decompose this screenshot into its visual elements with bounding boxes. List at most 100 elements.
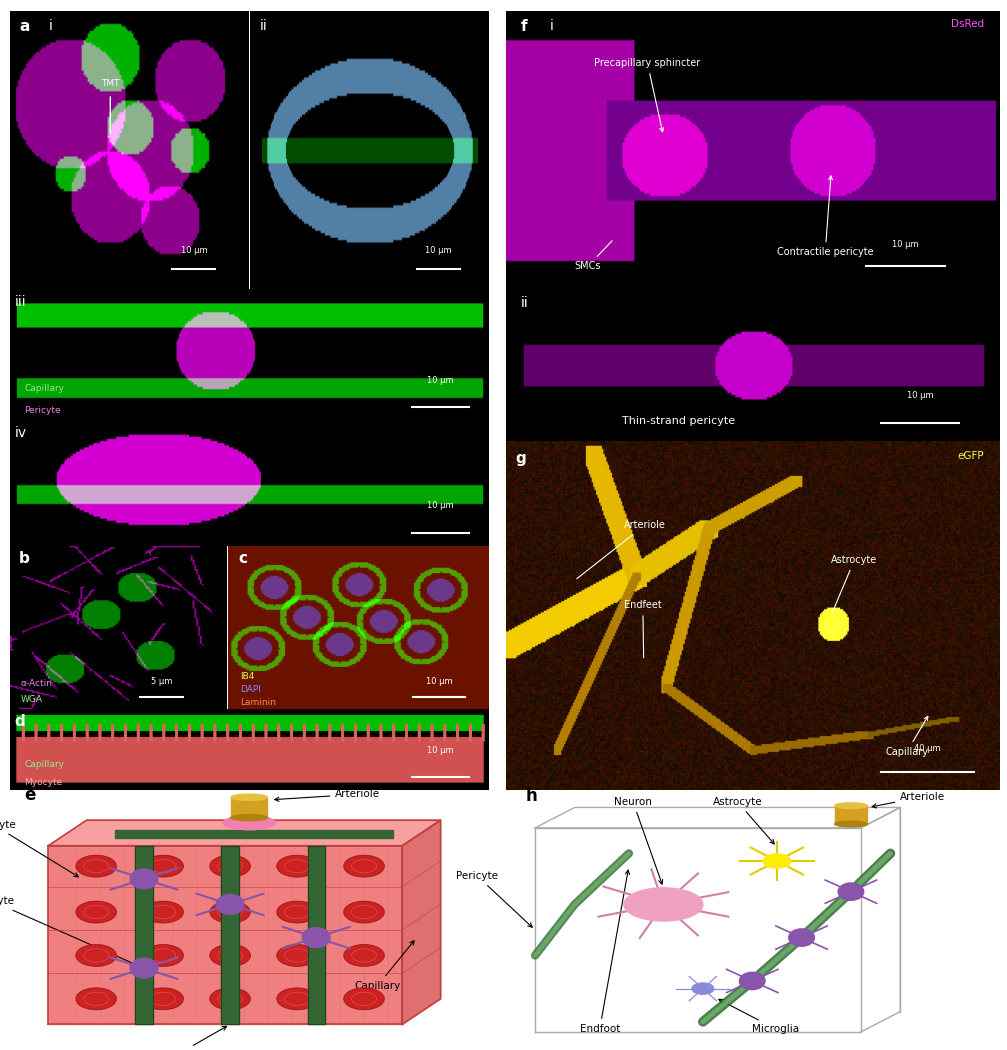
Text: 40 μm: 40 μm (914, 744, 941, 753)
Text: Myocyte: Myocyte (0, 820, 79, 877)
Text: g: g (516, 452, 526, 466)
Ellipse shape (231, 794, 268, 800)
Text: Precapillary sphincter: Precapillary sphincter (594, 58, 701, 132)
Circle shape (277, 901, 317, 923)
Polygon shape (402, 820, 441, 1025)
Circle shape (77, 901, 116, 923)
Text: eGFP: eGFP (958, 452, 984, 461)
Ellipse shape (130, 959, 158, 979)
Text: Contractile pericyte: Contractile pericyte (777, 176, 873, 257)
Bar (307, 845, 325, 1025)
Text: Neuron: Neuron (614, 797, 663, 884)
Text: Laminin: Laminin (241, 698, 277, 708)
Text: 10 μm: 10 μm (427, 376, 454, 385)
Text: Pericyte: Pericyte (0, 897, 140, 967)
Text: Pericyte: Pericyte (24, 406, 61, 416)
Ellipse shape (223, 816, 276, 830)
Circle shape (763, 854, 790, 868)
Text: b: b (19, 551, 29, 566)
Text: e: e (24, 785, 36, 804)
Ellipse shape (739, 972, 765, 990)
Text: Microglia: Microglia (719, 1000, 800, 1034)
Text: d: d (15, 714, 25, 730)
Bar (231, 797, 268, 818)
Circle shape (210, 945, 250, 966)
Ellipse shape (217, 895, 244, 915)
Bar (222, 845, 239, 1025)
Text: Arteriole: Arteriole (577, 520, 666, 579)
Ellipse shape (835, 803, 867, 808)
Text: 10 μm: 10 μm (425, 246, 451, 254)
Circle shape (210, 988, 250, 1009)
Bar (135, 845, 153, 1025)
Bar (835, 805, 867, 824)
Text: 10 μm: 10 μm (180, 246, 207, 254)
Circle shape (143, 945, 183, 966)
Ellipse shape (788, 929, 815, 946)
Text: 10 μm: 10 μm (906, 392, 933, 400)
Ellipse shape (624, 888, 703, 921)
Text: DAPI: DAPI (241, 686, 262, 694)
Text: iii: iii (15, 295, 26, 310)
Text: DsRed: DsRed (951, 19, 984, 28)
Text: Myocyte: Myocyte (24, 778, 62, 786)
Text: Capillary: Capillary (24, 760, 64, 769)
Text: α-Actin: α-Actin (21, 679, 53, 688)
Polygon shape (48, 820, 441, 845)
Bar (307, 845, 325, 1025)
Text: Astrocyte: Astrocyte (831, 555, 877, 613)
Circle shape (77, 988, 116, 1009)
Text: Arteriole: Arteriole (872, 792, 946, 807)
Text: i: i (550, 19, 554, 33)
Text: Capillary: Capillary (24, 384, 64, 393)
Text: Arteriole: Arteriole (275, 790, 381, 801)
Circle shape (77, 945, 116, 966)
Text: Endfoot: Endfoot (580, 870, 629, 1034)
Bar (115, 830, 393, 838)
Text: Capillary: Capillary (885, 716, 928, 757)
Text: f: f (521, 19, 527, 34)
Ellipse shape (838, 883, 864, 900)
Text: a: a (19, 19, 30, 34)
Circle shape (143, 856, 183, 877)
Ellipse shape (130, 869, 158, 889)
Circle shape (277, 945, 317, 966)
Circle shape (143, 988, 183, 1009)
Text: 10 μm: 10 μm (427, 501, 454, 510)
Circle shape (344, 945, 384, 966)
Text: Astrocyte: Astrocyte (713, 797, 774, 844)
Ellipse shape (835, 821, 867, 826)
Text: ii: ii (259, 19, 267, 33)
Circle shape (210, 856, 250, 877)
Text: Thin-strand pericyte: Thin-strand pericyte (621, 416, 735, 426)
Text: c: c (238, 551, 247, 566)
Bar (222, 845, 239, 1025)
Text: Endfeet: Endfeet (624, 601, 662, 658)
Polygon shape (48, 845, 402, 1025)
Circle shape (344, 988, 384, 1009)
Text: TMT: TMT (101, 80, 120, 88)
Bar (135, 845, 153, 1025)
Text: 10 μm: 10 μm (426, 677, 452, 687)
Text: WGA: WGA (21, 695, 43, 705)
Text: 10 μm: 10 μm (427, 747, 454, 755)
Text: iv: iv (15, 426, 27, 440)
Text: IB4: IB4 (241, 672, 255, 681)
Text: i: i (48, 19, 52, 33)
Text: Gap junction: Gap junction (144, 1026, 227, 1050)
Circle shape (344, 901, 384, 923)
Circle shape (210, 901, 250, 923)
Text: Capillary: Capillary (354, 941, 414, 990)
Text: SMCs: SMCs (575, 240, 612, 271)
Text: Pericyte: Pericyte (456, 870, 532, 927)
Circle shape (277, 856, 317, 877)
Circle shape (692, 983, 714, 994)
Text: 5 μm: 5 μm (151, 677, 172, 687)
Circle shape (77, 856, 116, 877)
Ellipse shape (231, 815, 268, 821)
Circle shape (143, 901, 183, 923)
Circle shape (277, 988, 317, 1009)
Text: ii: ii (521, 296, 528, 311)
Text: 10 μm: 10 μm (892, 240, 918, 249)
Circle shape (344, 856, 384, 877)
